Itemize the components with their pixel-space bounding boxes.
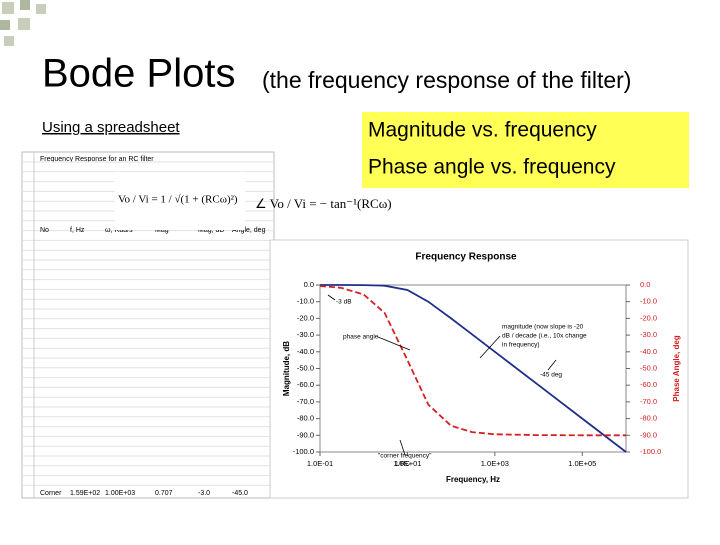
sheet-cell: -3.0 xyxy=(198,490,210,497)
formula: Vo / Vi = 1 / √(1 + (RCω)²) xyxy=(118,194,238,206)
y-tick-label: -90.0 xyxy=(297,430,314,439)
callout: Phase angle vs. frequency xyxy=(368,156,616,179)
y2-tick-label: -90.0 xyxy=(640,430,657,439)
sheet-header: ω, Rad/s xyxy=(105,227,133,234)
y-tick-label: -30.0 xyxy=(297,330,314,339)
annotation: dB / decade (i.e., 10x change xyxy=(502,333,587,340)
series-line xyxy=(319,285,626,437)
link-text[interactable]: Using a spreadsheet xyxy=(42,119,180,136)
y-tick-label: -70.0 xyxy=(297,397,314,406)
x-tick-label: 1.0E+05 xyxy=(568,459,596,468)
sheet-header: Mag, dB xyxy=(198,227,224,234)
x-tick-label: 1.0E+03 xyxy=(481,459,509,468)
y-tick-label: -40.0 xyxy=(297,347,314,356)
y2-tick-label: -100.0 xyxy=(640,447,661,456)
sheet-cell: -45.0 xyxy=(232,490,248,497)
callout: Magnitude vs. frequency xyxy=(368,119,597,142)
y2-tick-label: -70.0 xyxy=(640,397,657,406)
sheet-header: No xyxy=(40,227,49,234)
chart-title: Frequency Response xyxy=(415,252,517,263)
annotation-arrow xyxy=(327,294,336,301)
corner-squares xyxy=(0,0,46,46)
y-tick-label: -60.0 xyxy=(297,380,314,389)
x-tick-label: 1.0E-01 xyxy=(307,459,333,468)
annotation-arrow xyxy=(399,439,406,456)
sheet-title: Frequency Response for an RC filter xyxy=(40,156,154,163)
chart-frame xyxy=(269,239,689,499)
series-line xyxy=(320,284,627,453)
y2-tick-label: -30.0 xyxy=(640,330,657,339)
formula: ∠ Vo / Vi = − tan⁻¹(RCω) xyxy=(255,196,392,211)
sheet-header: Angle, deg xyxy=(232,227,266,234)
y-tick-label: -20.0 xyxy=(297,313,314,322)
y2-tick-label: -50.0 xyxy=(640,363,657,372)
annotation-arrow xyxy=(479,335,501,359)
annotation-arrow xyxy=(547,359,557,371)
annotation: 1/RC xyxy=(395,461,410,468)
sheet-cell: 1.59E+02 xyxy=(70,490,100,497)
annotation: -45 deg xyxy=(540,372,562,379)
annotation-arrow xyxy=(377,336,411,351)
callout-box xyxy=(362,112,689,188)
y2-tick-label: -10.0 xyxy=(640,297,657,306)
annotation: "corner frequency" xyxy=(378,453,432,460)
sheet-cell: 0.707 xyxy=(155,490,173,497)
slide-title: Bode Plots xyxy=(42,52,235,96)
y2-axis-label: Phase Angle, deg xyxy=(672,335,681,402)
x-tick-label: 1.0E+01 xyxy=(393,459,421,468)
y2-tick-label: -80.0 xyxy=(640,414,657,423)
annotation: in frequency) xyxy=(502,342,540,349)
formula-box xyxy=(115,172,245,230)
y-axis-label: Magnitude, dB xyxy=(282,341,291,396)
y-tick-label: -100.0 xyxy=(293,447,314,456)
annotation: magnitude (now slope is -20 xyxy=(502,324,584,331)
y-tick-label: -80.0 xyxy=(297,414,314,423)
y-tick-label: -50.0 xyxy=(297,363,314,372)
y2-tick-label: -60.0 xyxy=(640,380,657,389)
y-tick-label: 0.0 xyxy=(304,280,314,289)
annotation: -3 dB xyxy=(336,299,352,306)
y2-tick-label: -40.0 xyxy=(640,347,657,356)
sheet-cell: Corner xyxy=(40,490,62,497)
slide-subtitle: (the frequency response of the filter) xyxy=(262,67,631,93)
y2-tick-label: -20.0 xyxy=(640,313,657,322)
y2-tick-label: 0.0 xyxy=(640,280,650,289)
x-axis-label: Frequency, Hz xyxy=(446,475,500,484)
sheet-cell: 1.00E+03 xyxy=(105,490,135,497)
sheet-header: Mag xyxy=(155,227,169,234)
sheet-header: f, Hz xyxy=(70,227,85,234)
annotation: phase angle xyxy=(343,334,379,341)
y-tick-label: -10.0 xyxy=(297,297,314,306)
